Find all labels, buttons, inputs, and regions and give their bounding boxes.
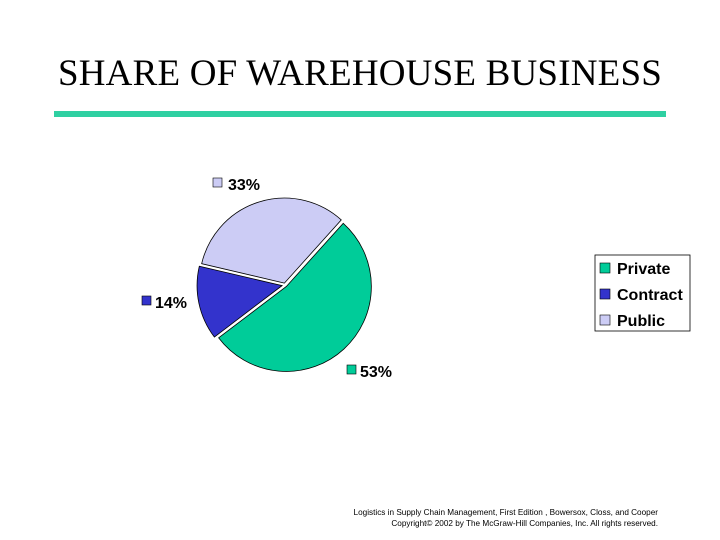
data-label-swatch-public [212, 177, 223, 188]
legend-label-private: Private [617, 261, 670, 278]
copyright-notice: Logistics in Supply Chain Management, Fi… [354, 507, 658, 529]
legend-swatch-public [599, 314, 611, 326]
copyright-line-2: Copyright© 2002 by The McGraw-Hill Compa… [391, 519, 658, 528]
pie-slice-contract [196, 265, 283, 338]
legend-label-contract: Contract [617, 287, 683, 304]
data-label-swatch-contract [141, 295, 152, 306]
legend-swatch-contract [599, 288, 611, 300]
slide-title: SHARE OF WAREHOUSE BUSINESS [57, 53, 662, 94]
legend-swatch-private [599, 262, 611, 274]
pie-slice-public [201, 197, 342, 284]
title-underline [54, 111, 666, 117]
legend-label-public: Public [617, 313, 665, 330]
data-label-public: 33% [228, 177, 260, 194]
pie-slice-private [218, 222, 372, 372]
data-label-private: 53% [360, 364, 392, 381]
data-label-swatch-private [346, 364, 357, 375]
copyright-line-1: Logistics in Supply Chain Management, Fi… [353, 508, 658, 517]
data-label-contract: 14% [155, 295, 187, 312]
legend-box [594, 254, 691, 332]
